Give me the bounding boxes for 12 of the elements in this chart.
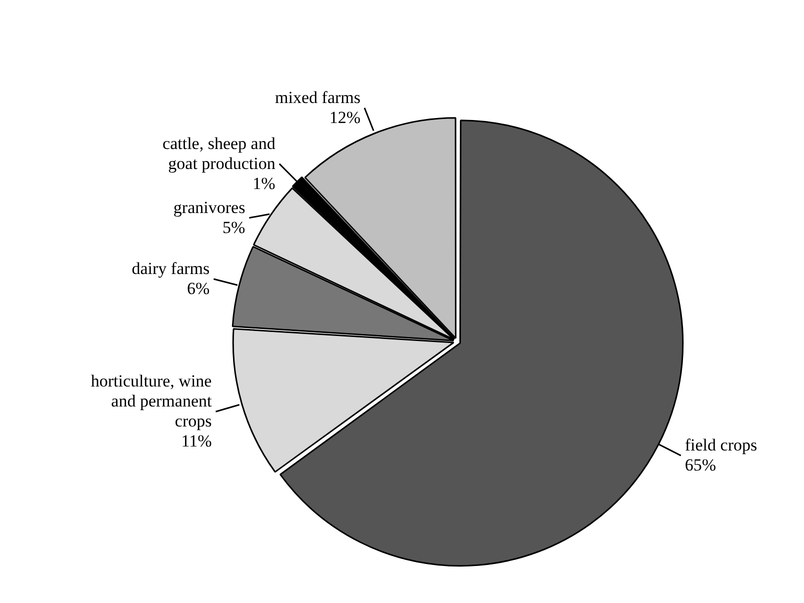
slice-label: mixed farms: [275, 88, 361, 107]
slice-label: field crops: [684, 436, 758, 455]
data-label: 65%: [684, 456, 716, 475]
data-label: 12%: [329, 108, 361, 127]
data-label: 11%: [181, 432, 212, 451]
data-label: 6%: [186, 278, 210, 298]
data-label: 5%: [222, 218, 246, 237]
slice-label: cattle, sheep and goat production: [162, 134, 276, 173]
data-label: 1%: [252, 174, 276, 193]
slice-label: horticulture, wine and permanent crops: [90, 372, 212, 431]
slice-label: dairy farms: [132, 258, 210, 278]
slice-label: granivores: [173, 198, 246, 217]
